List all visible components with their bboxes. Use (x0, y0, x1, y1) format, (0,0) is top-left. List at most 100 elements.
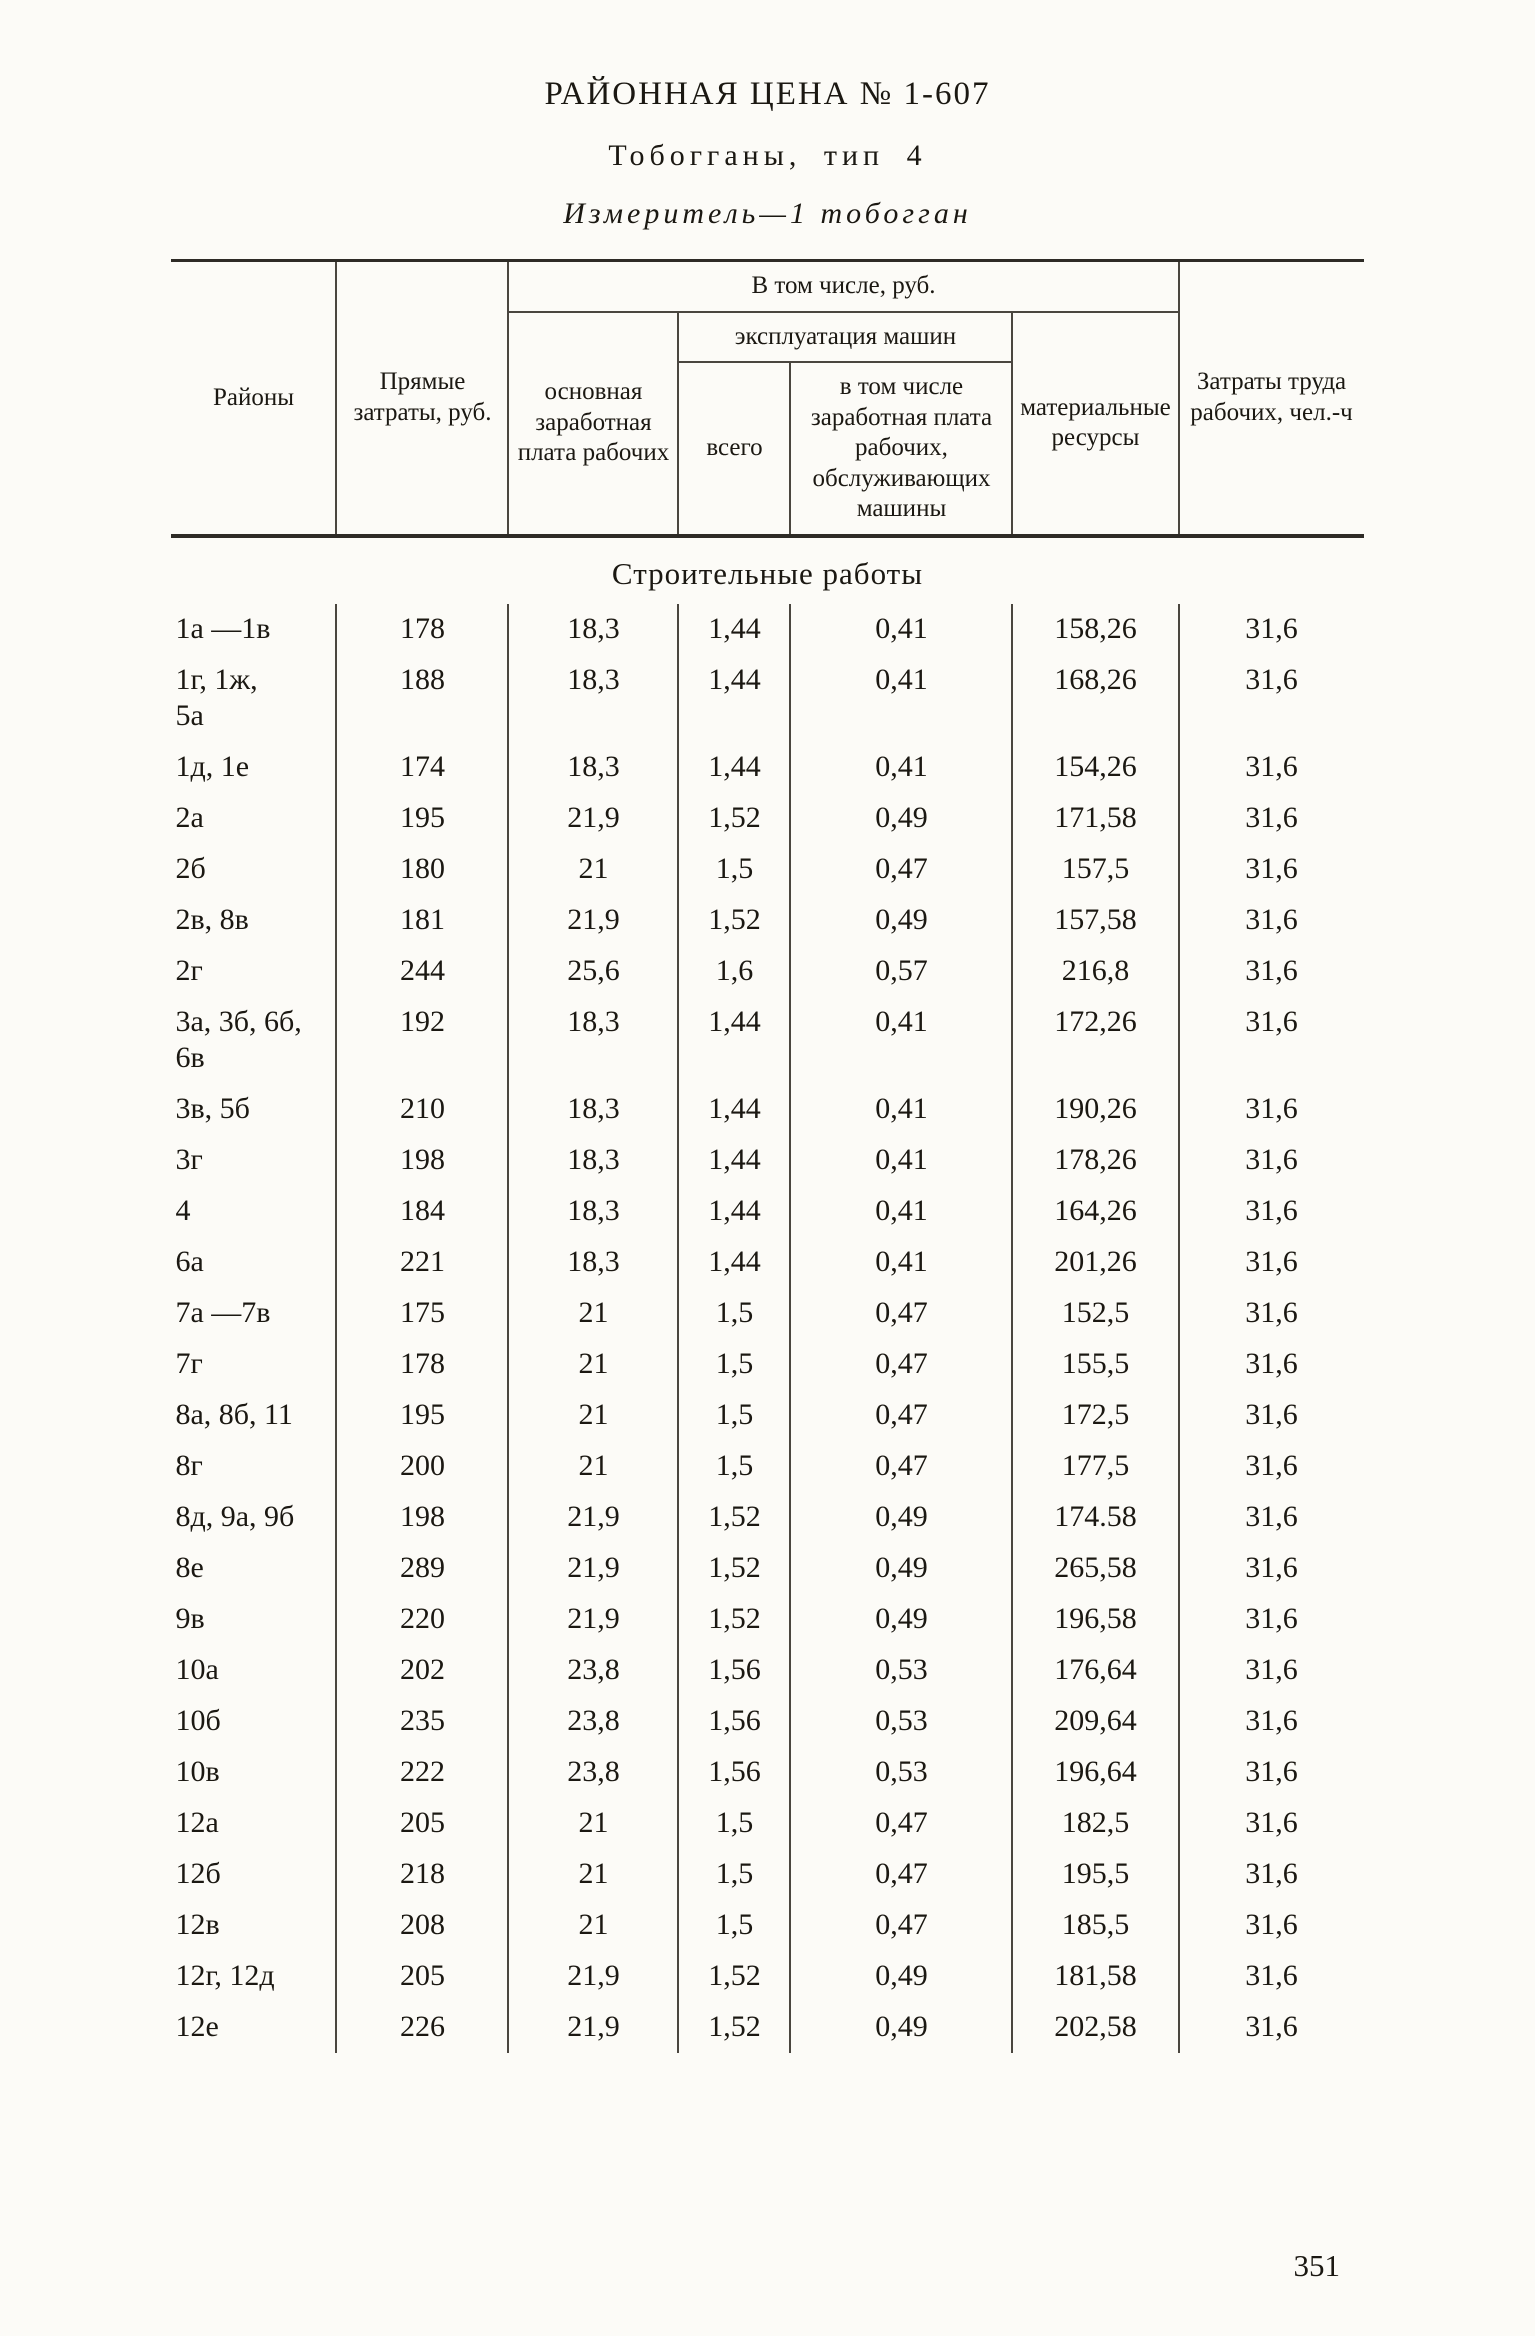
machines-incl-wage-cell: 0,53 (789, 1695, 1013, 1747)
table-row: 8г 200 21 1,5 0,47 177,5 31,6 (171, 1440, 1364, 1492)
machines-total-cell: 1,5 (677, 843, 791, 895)
machines-incl-wage-cell: 0,49 (789, 2001, 1013, 2053)
labor-cell: 31,6 (1177, 1287, 1364, 1339)
basic-wage-cell: 21,9 (507, 894, 679, 946)
district-cell: 2а (175, 800, 204, 834)
machines-incl-wage-cell: 0,41 (789, 1083, 1013, 1135)
col-header-districts: Районы (212, 383, 294, 411)
basic-wage-cell: 21,9 (507, 1950, 679, 2002)
basic-wage-cell: 18,3 (507, 1134, 679, 1186)
table-row: 8д, 9а, 9б 198 21,9 1,52 0,49 174.58 31,6 (171, 1491, 1364, 1543)
basic-wage-cell: 21 (507, 1440, 679, 1492)
materials-cell: 168,26 (1011, 654, 1179, 742)
basic-wage-cell: 21,9 (507, 1593, 679, 1645)
machines-incl-wage-cell: 0,41 (789, 603, 1013, 655)
col-header-machines-incl-wage: в том числе заработная плата рабочих, об… (789, 362, 1013, 536)
labor-cell: 31,6 (1177, 1083, 1364, 1135)
materials-cell: 182,5 (1011, 1797, 1179, 1849)
machines-total-cell: 1,6 (677, 945, 791, 997)
materials-cell: 190,26 (1011, 1083, 1179, 1135)
basic-wage-cell: 21,9 (507, 792, 679, 844)
district-cell: 10а (175, 1652, 219, 1686)
machines-incl-wage-cell: 0,41 (789, 741, 1013, 793)
labor-cell: 31,6 (1177, 1491, 1364, 1543)
col-header-direct-costs: Прямые затраты, руб. (335, 260, 509, 536)
direct-costs-cell: 184 (335, 1185, 509, 1237)
materials-cell: 157,58 (1011, 894, 1179, 946)
district-cell: 7а —7в (175, 1295, 271, 1329)
machines-total-cell: 1,44 (677, 996, 791, 1084)
basic-wage-cell: 18,3 (507, 741, 679, 793)
materials-cell: 196,64 (1011, 1746, 1179, 1798)
direct-costs-cell: 210 (335, 1083, 509, 1135)
table-row: 12а 205 21 1,5 0,47 182,5 31,6 (171, 1797, 1364, 1849)
labor-cell: 31,6 (1177, 894, 1364, 946)
district-cell: 2в, 8в (175, 902, 249, 936)
labor-cell: 31,6 (1177, 1236, 1364, 1288)
machines-total-cell: 1,52 (677, 2001, 791, 2053)
machines-incl-wage-cell: 0,41 (789, 1134, 1013, 1186)
materials-cell: 216,8 (1011, 945, 1179, 997)
materials-cell: 154,26 (1011, 741, 1179, 793)
table-row: 10а 202 23,8 1,56 0,53 176,64 31,6 (171, 1644, 1364, 1696)
materials-cell: 155,5 (1011, 1338, 1179, 1390)
labor-cell: 31,6 (1177, 1695, 1364, 1747)
district-cell: 3г (175, 1142, 203, 1176)
machines-incl-wage-cell: 0,47 (789, 1389, 1013, 1441)
basic-wage-cell: 21 (507, 843, 679, 895)
table-row: 2в, 8в 181 21,9 1,52 0,49 157,58 31,6 (171, 894, 1364, 946)
direct-costs-cell: 198 (335, 1491, 509, 1543)
document-header: РАЙОННАЯ ЦЕНА № 1-607 Тобогганы, тип 4 И… (0, 0, 1535, 231)
machines-total-cell: 1,52 (677, 1593, 791, 1645)
materials-cell: 177,5 (1011, 1440, 1179, 1492)
section-title: Строительные работы (611, 555, 924, 591)
district-cell: 12б (175, 1856, 221, 1890)
machines-total-cell: 1,44 (677, 654, 791, 742)
machines-incl-wage-cell: 0,47 (789, 1797, 1013, 1849)
materials-cell: 157,5 (1011, 843, 1179, 895)
machines-total-cell: 1,5 (677, 1899, 791, 1951)
basic-wage-cell: 21 (507, 1338, 679, 1390)
measure-line: Измеритель—1 тобогган (563, 197, 972, 230)
materials-cell: 202,58 (1011, 2001, 1179, 2053)
page-subtitle: Тобогганы, тип 4 (608, 139, 927, 172)
direct-costs-cell: 181 (335, 894, 509, 946)
labor-cell: 31,6 (1177, 1899, 1364, 1951)
district-cell: 4 (175, 1193, 191, 1227)
district-cell: 8а, 8б, 11 (175, 1397, 293, 1431)
col-header-basic-wage: основная заработная плата рабочих (507, 311, 679, 536)
col-header-labor-costs: Затраты труда рабочих, чел.-ч (1177, 260, 1364, 536)
machines-total-cell: 1,52 (677, 1542, 791, 1594)
district-cell: 12г, 12д (175, 1958, 275, 1992)
machines-total-cell: 1,52 (677, 1950, 791, 2002)
direct-costs-cell: 195 (335, 1389, 509, 1441)
table-row: 3г 198 18,3 1,44 0,41 178,26 31,6 (171, 1134, 1364, 1186)
basic-wage-cell: 18,3 (507, 654, 679, 742)
machines-incl-wage-cell: 0,41 (789, 654, 1013, 742)
machines-incl-wage-cell: 0,57 (789, 945, 1013, 997)
machines-incl-wage-cell: 0,53 (789, 1746, 1013, 1798)
basic-wage-cell: 21 (507, 1848, 679, 1900)
direct-costs-cell: 178 (335, 1338, 509, 1390)
direct-costs-cell: 222 (335, 1746, 509, 1798)
table-row: 8е 289 21,9 1,52 0,49 265,58 31,6 (171, 1542, 1364, 1594)
table-row: 1г, 1ж, 5а 188 18,3 1,44 0,41 168,26 31,6 (171, 654, 1364, 742)
direct-costs-cell: 174 (335, 741, 509, 793)
labor-cell: 31,6 (1177, 603, 1364, 655)
machines-total-cell: 1,5 (677, 1797, 791, 1849)
basic-wage-cell: 23,8 (507, 1695, 679, 1747)
machines-incl-wage-cell: 0,53 (789, 1644, 1013, 1696)
district-cell: 1г, 1ж, 5а (175, 662, 258, 732)
machines-incl-wage-cell: 0,49 (789, 894, 1013, 946)
table-row: 4 184 18,3 1,44 0,41 164,26 31,6 (171, 1185, 1364, 1237)
basic-wage-cell: 18,3 (507, 603, 679, 655)
table-row: 3в, 5б 210 18,3 1,44 0,41 190,26 31,6 (171, 1083, 1364, 1135)
labor-cell: 31,6 (1177, 1950, 1364, 2002)
machines-incl-wage-cell: 0,47 (789, 1287, 1013, 1339)
basic-wage-cell: 21,9 (507, 1542, 679, 1594)
materials-cell: 201,26 (1011, 1236, 1179, 1288)
district-cell: 3а, 3б, 6б, 6в (175, 1004, 302, 1074)
machines-total-cell: 1,44 (677, 1083, 791, 1135)
direct-costs-cell: 175 (335, 1287, 509, 1339)
table-row: 2б 180 21 1,5 0,47 157,5 31,6 (171, 843, 1364, 895)
